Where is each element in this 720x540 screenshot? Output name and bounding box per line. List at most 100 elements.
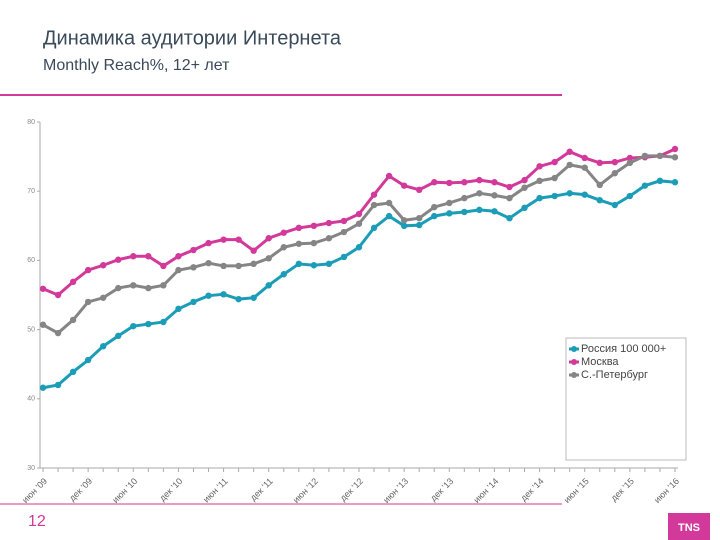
- point: [160, 262, 167, 270]
- point: [220, 291, 227, 298]
- point: [415, 214, 423, 222]
- point: [175, 253, 182, 260]
- point: [656, 152, 664, 160]
- point: [431, 179, 438, 186]
- point: [84, 298, 92, 306]
- point: [115, 332, 122, 340]
- point: [656, 177, 664, 185]
- point: [385, 212, 393, 220]
- legend-label: Россия 100 000+: [581, 343, 666, 355]
- point: [506, 214, 513, 222]
- point: [310, 222, 318, 229]
- y-tick-label: 50: [27, 326, 35, 333]
- point: [280, 271, 287, 278]
- point: [491, 179, 498, 186]
- point: [235, 295, 242, 303]
- legend-label: С.-Петербург: [581, 369, 648, 381]
- series: [39, 177, 679, 391]
- point: [626, 154, 634, 162]
- point: [295, 240, 303, 247]
- point: [626, 159, 634, 167]
- y-tick-label: 60: [27, 257, 35, 264]
- point: [250, 247, 257, 254]
- point: [175, 305, 182, 313]
- point: [415, 186, 423, 194]
- point: [551, 192, 558, 200]
- point: [521, 176, 528, 184]
- point: [99, 343, 107, 350]
- point: [190, 246, 197, 254]
- point: [325, 260, 333, 268]
- point: [340, 228, 348, 236]
- point: [130, 322, 137, 330]
- point: [130, 282, 137, 289]
- point: [99, 262, 107, 269]
- point: [385, 172, 393, 180]
- point: [280, 229, 287, 236]
- point: [611, 201, 619, 209]
- point: [69, 278, 77, 286]
- point: [385, 199, 393, 207]
- point: [325, 219, 333, 227]
- point: [310, 239, 318, 247]
- point: [130, 253, 137, 260]
- point: [400, 222, 408, 229]
- legend-box: [565, 337, 687, 461]
- point: [340, 253, 348, 261]
- point: [69, 368, 77, 376]
- point: [355, 244, 363, 251]
- point: [205, 239, 212, 247]
- point: [476, 190, 483, 197]
- point: [415, 221, 423, 229]
- point: [340, 217, 348, 225]
- point: [581, 191, 588, 198]
- point: [536, 177, 543, 185]
- legend-dot: [571, 346, 577, 352]
- point: [506, 183, 513, 191]
- y-tick-label: 30: [27, 465, 35, 472]
- point: [611, 170, 619, 177]
- point: [641, 182, 649, 189]
- point: [295, 260, 303, 268]
- point: [54, 329, 62, 337]
- logo-text: TNS: [678, 522, 700, 534]
- point: [145, 284, 152, 292]
- point: [295, 224, 303, 232]
- point: [671, 179, 679, 186]
- point: [551, 158, 558, 166]
- point: [521, 184, 528, 191]
- point: [446, 179, 453, 187]
- point: [596, 181, 603, 189]
- point: [596, 159, 603, 167]
- point: [145, 320, 152, 328]
- point: [250, 294, 257, 301]
- point: [99, 294, 107, 301]
- point: [536, 194, 543, 202]
- point: [160, 318, 167, 326]
- point: [446, 210, 453, 217]
- legend-label: Москва: [581, 356, 619, 368]
- y-tick-label: 70: [27, 188, 35, 195]
- point: [566, 190, 573, 197]
- point: [39, 384, 47, 391]
- slide-title: Динамика аудитории Интернета: [43, 27, 342, 49]
- point: [54, 291, 62, 299]
- point: [446, 199, 453, 207]
- point: [400, 182, 408, 189]
- legend-dot: [571, 359, 577, 365]
- point: [54, 381, 62, 389]
- point: [250, 260, 257, 268]
- point: [641, 152, 649, 160]
- point: [581, 164, 588, 171]
- slide-subtitle: Monthly Reach%, 12+ лет: [43, 57, 230, 74]
- point: [115, 284, 122, 292]
- point: [355, 210, 363, 218]
- point: [370, 224, 378, 232]
- point: [596, 196, 603, 204]
- point: [205, 259, 212, 267]
- point: [476, 206, 483, 214]
- point: [160, 282, 167, 289]
- point: [491, 208, 498, 215]
- point: [370, 201, 378, 209]
- point: [370, 191, 378, 198]
